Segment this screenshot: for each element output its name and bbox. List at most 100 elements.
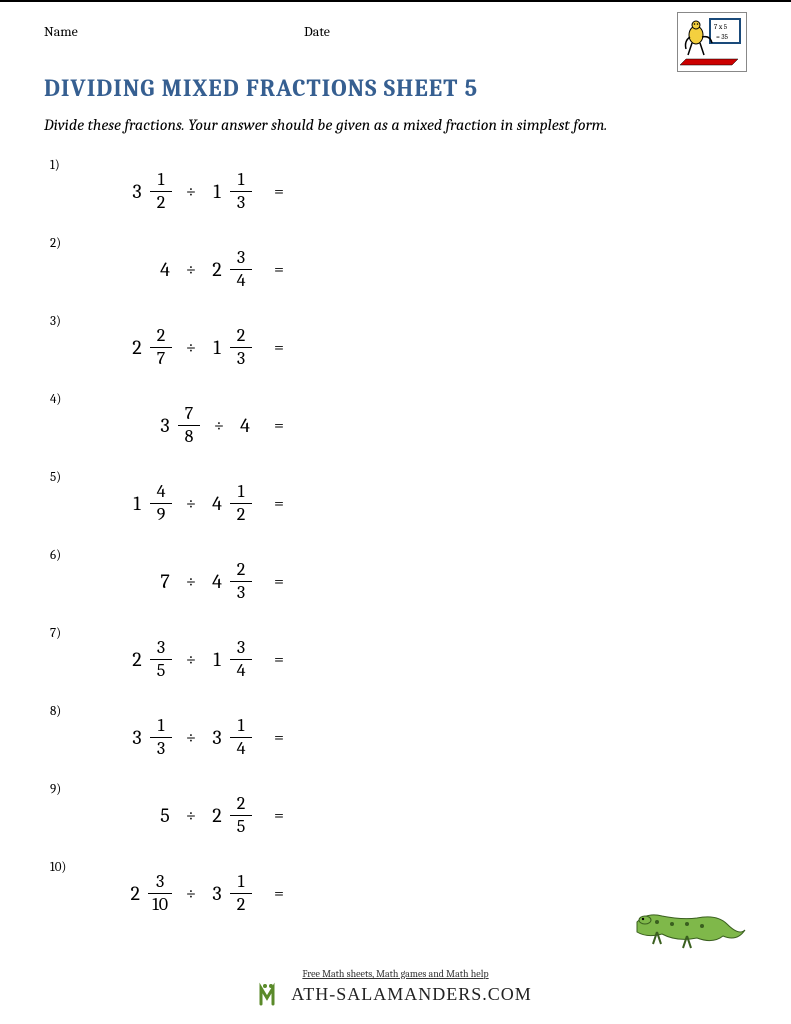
fraction-part: 27	[150, 325, 172, 370]
numerator: 3	[231, 637, 251, 659]
brand-m-icon	[259, 982, 287, 1006]
whole-part: 4	[158, 258, 172, 281]
problem-list: 1)312÷113=2)4÷234=3)227÷123=4)378÷4=5)14…	[44, 152, 747, 932]
problem-number: 6)	[44, 542, 84, 563]
numerator: 1	[231, 715, 251, 737]
mixed-number: 1 23	[210, 325, 252, 370]
divide-operator: ÷	[186, 337, 196, 358]
divide-operator: ÷	[214, 415, 224, 436]
divide-operator: ÷	[186, 571, 196, 592]
mixed-number: 227	[130, 325, 172, 370]
fraction-part: 13	[230, 169, 252, 214]
fraction-part: 78	[178, 403, 200, 448]
numerator: 2	[231, 325, 251, 347]
equals-sign: =	[274, 415, 284, 436]
page-title: DIVIDING MIXED FRACTIONS SHEET 5	[44, 74, 747, 102]
expression: 7 ÷ 4 23 =	[84, 559, 284, 604]
footer-brand-text: ATH-SALAMANDERS.COM	[291, 984, 532, 1005]
fraction-part: 23	[230, 559, 252, 604]
denominator: 3	[231, 582, 251, 604]
whole-part: 2	[210, 258, 224, 281]
fraction-part: 14	[230, 715, 252, 760]
instructions-text: Divide these fractions. Your answer shou…	[44, 116, 747, 134]
equals-sign: =	[274, 181, 284, 202]
date-label: Date	[304, 23, 330, 40]
numerator: 4	[151, 481, 171, 503]
logo-icon: 7 x 5 = 35	[677, 12, 747, 72]
denominator: 4	[231, 738, 251, 760]
equals-sign: =	[274, 337, 284, 358]
expression: 4÷234=	[84, 247, 284, 292]
whole-part: 7	[158, 570, 172, 593]
numerator: 3	[231, 247, 251, 269]
whole-part: 3	[130, 180, 144, 203]
divide-operator: ÷	[186, 181, 196, 202]
problem-row: 1)312÷113=	[44, 152, 747, 230]
numerator: 1	[231, 169, 251, 191]
fraction-part: 23	[230, 325, 252, 370]
denominator: 3	[151, 738, 171, 760]
problem-number: 4)	[44, 386, 84, 407]
mixed-number: 4	[238, 414, 252, 437]
denominator: 7	[151, 348, 171, 370]
divide-operator: ÷	[186, 493, 196, 514]
expression: 149÷412=	[84, 481, 284, 526]
numerator: 1	[151, 169, 171, 191]
whole-part: 4	[210, 492, 224, 515]
problem-number: 2)	[44, 230, 84, 251]
divide-operator: ÷	[186, 727, 196, 748]
mixed-number: 225	[210, 793, 252, 838]
mixed-number: 3 12	[130, 169, 172, 214]
whole-part: 1	[210, 336, 224, 359]
problem-row: 2)4÷234=	[44, 230, 747, 308]
mixed-number: 313	[130, 715, 172, 760]
problem-number: 5)	[44, 464, 84, 485]
mixed-number: 2 310	[128, 871, 172, 916]
denominator: 8	[179, 426, 199, 448]
footer: Free Math sheets, Math games and Math he…	[0, 968, 791, 1010]
footer-brand: ATH-SALAMANDERS.COM	[259, 982, 532, 1006]
mixed-number: 7	[158, 570, 172, 593]
fraction-part: 34	[230, 637, 252, 682]
fraction-part: 12	[150, 169, 172, 214]
header-row: Name Date 7 x 5 = 35	[44, 16, 747, 46]
numerator: 7	[179, 403, 199, 425]
equals-sign: =	[274, 727, 284, 748]
whole-part: 1	[210, 648, 224, 671]
equals-sign: =	[274, 571, 284, 592]
problem-row: 9)5÷225=	[44, 776, 747, 854]
mixed-number: 314	[210, 715, 252, 760]
svg-text:7 x 5: 7 x 5	[714, 23, 728, 31]
expression: 378 ÷ 4 =	[84, 403, 284, 448]
denominator: 2	[231, 894, 251, 916]
mixed-number: 4 23	[210, 559, 252, 604]
numerator: 1	[151, 715, 171, 737]
mixed-number: 4	[158, 258, 172, 281]
divide-operator: ÷	[186, 259, 196, 280]
expression: 5÷225=	[84, 793, 284, 838]
problem-number: 8)	[44, 698, 84, 719]
mixed-number: 312	[210, 871, 252, 916]
mixed-number: 149	[130, 481, 172, 526]
numerator: 2	[231, 793, 251, 815]
fraction-part: 310	[148, 871, 172, 916]
mixed-number: 378	[158, 403, 200, 448]
whole-part: 2	[128, 882, 142, 905]
problem-number: 9)	[44, 776, 84, 797]
equals-sign: =	[274, 883, 284, 904]
whole-part: 1	[210, 180, 224, 203]
whole-part: 3	[210, 882, 224, 905]
problem-row: 6) 7 ÷ 4 23 =	[44, 542, 747, 620]
worksheet-page: Name Date 7 x 5 = 35 DIVIDING MIXED FRAC…	[0, 0, 791, 1024]
problem-number: 10)	[44, 854, 84, 875]
whole-part: 4	[210, 570, 224, 593]
fraction-part: 35	[150, 637, 172, 682]
problem-row: 5)149÷412=	[44, 464, 747, 542]
equals-sign: =	[274, 259, 284, 280]
equals-sign: =	[274, 805, 284, 826]
denominator: 5	[231, 816, 251, 838]
whole-part: 2	[210, 804, 224, 827]
denominator: 2	[231, 504, 251, 526]
expression: 2310÷312=	[84, 871, 284, 916]
mixed-number: 1 34	[210, 637, 252, 682]
